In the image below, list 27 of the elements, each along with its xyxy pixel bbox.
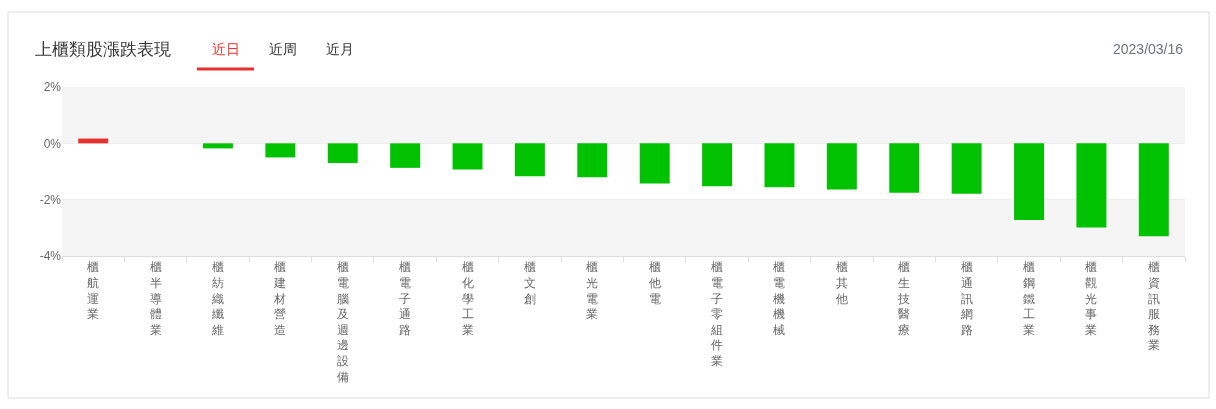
x-tick-label: 櫃電腦及週邊設備 — [336, 260, 349, 384]
x-tick-label: 櫃通訊網路 — [959, 260, 973, 337]
x-tick-label: 櫃他電 — [648, 260, 661, 306]
x-tick-label: 櫃電機機械 — [773, 260, 786, 337]
x-tick-label: 櫃文創 — [523, 260, 536, 306]
x-tick-label: 櫃觀光事業 — [1085, 260, 1098, 337]
x-tick-label: 櫃鋼鐵工業 — [1023, 260, 1036, 337]
x-tick-label: 櫃電子零組件業 — [710, 260, 724, 368]
text: 近日 — [212, 41, 240, 57]
x-tick-label: 櫃生技醫療 — [897, 260, 911, 337]
x-tick-label: 櫃資訊服務業 — [1147, 260, 1160, 353]
x-tick-label: 櫃航運業 — [87, 260, 100, 322]
x-tick-label: 櫃其他 — [835, 260, 848, 306]
x-tick-label: 櫃電子通路 — [399, 260, 412, 337]
chart-title: 上櫃類股漲跌表現 — [35, 39, 171, 59]
chart-subtitle: 2023/03/16 — [1113, 41, 1184, 57]
y-tick-label: -4% — [39, 249, 62, 264]
y-tick-label: 0% — [43, 136, 62, 151]
y-tick-label: -2% — [39, 192, 62, 207]
x-tick-label: 櫃紡織纖維 — [210, 260, 224, 337]
y-tick-label: 2% — [43, 80, 62, 95]
x-tick-label: 櫃半導體業 — [149, 260, 162, 337]
x-tick-label: 櫃化學工業 — [461, 260, 474, 337]
x-tick-label: 櫃建材營造 — [273, 260, 287, 337]
x-tick-label: 櫃光電業 — [586, 260, 599, 322]
text: 近月 — [326, 41, 354, 57]
text: 近周 — [269, 41, 297, 57]
